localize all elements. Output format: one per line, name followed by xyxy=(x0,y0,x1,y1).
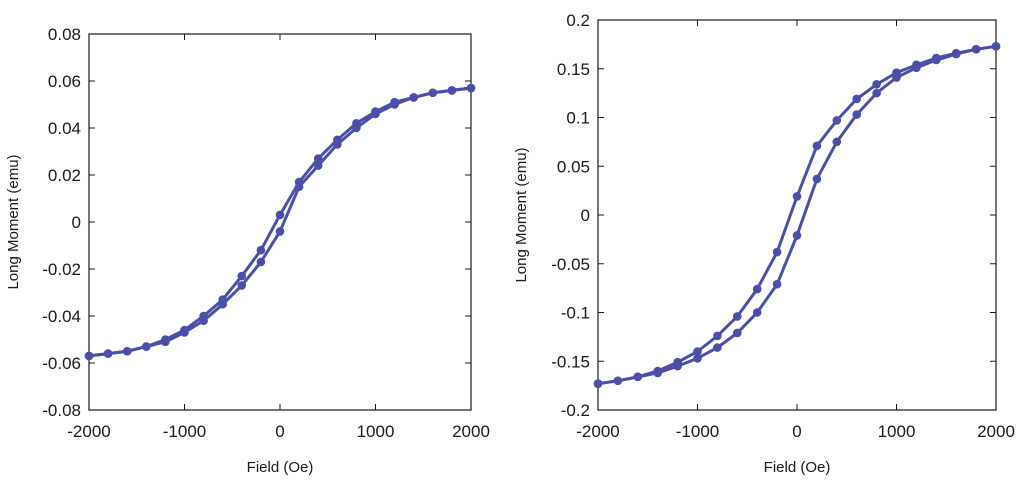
right-data-point xyxy=(633,372,643,382)
left-data-point xyxy=(275,210,285,220)
right-x-tick-label: 0 xyxy=(792,422,801,441)
right-data-point xyxy=(613,376,623,386)
right-data-point xyxy=(971,44,981,54)
left-data-point xyxy=(84,351,94,361)
right-data-point xyxy=(892,73,901,82)
right-data-point xyxy=(812,141,822,151)
right-y-tick-label: 0.15 xyxy=(557,60,590,79)
right-data-point xyxy=(852,110,861,119)
right-data-point xyxy=(693,347,702,356)
right-y-tick-label: 0.1 xyxy=(566,109,590,128)
left-plot-frame xyxy=(88,33,472,411)
left-data-point xyxy=(390,100,399,109)
left-data-point xyxy=(122,346,132,356)
left-data-point xyxy=(275,227,285,236)
right-plot-frame xyxy=(597,19,997,411)
left-x-axis-label: Field (Oe) xyxy=(247,459,314,476)
left-data-point xyxy=(294,182,304,192)
right-data-point xyxy=(832,137,842,147)
right-data-point xyxy=(792,231,802,240)
right-data-point xyxy=(832,116,842,125)
left-data-point xyxy=(256,257,266,267)
left-series-line-1 xyxy=(87,86,473,358)
right-series-line-0 xyxy=(596,44,998,386)
left-data-point xyxy=(333,140,342,149)
right-data-point xyxy=(752,284,762,294)
right-data-point xyxy=(752,308,762,317)
left-y-tick-label: 0.08 xyxy=(48,25,81,44)
right-data-point xyxy=(653,368,662,378)
left-data-point xyxy=(199,316,208,326)
left-y-axis-label: Long Moment (emu) xyxy=(5,154,22,289)
left-y-tick-label: -0.06 xyxy=(42,354,81,373)
left-data-point xyxy=(142,342,151,351)
left-data-point xyxy=(313,154,323,163)
left-x-tick-label: 0 xyxy=(275,422,284,441)
left-data-point xyxy=(409,93,419,102)
left-data-point xyxy=(161,337,170,347)
left-data-point xyxy=(237,271,247,281)
right-data-point xyxy=(792,192,802,201)
right-y-tick-label: -0.15 xyxy=(551,352,590,371)
left-data-point xyxy=(237,281,247,290)
left-y-tick-label: 0.06 xyxy=(48,72,81,91)
left-data-point xyxy=(371,109,380,119)
right-data-point xyxy=(812,174,822,184)
right-y-axis-label: Long Moment (emu) xyxy=(513,147,530,282)
right-data-point xyxy=(733,312,742,321)
right-data-point xyxy=(932,55,941,65)
right-series-line-1 xyxy=(596,44,998,386)
left-chart: -0.08 -0.06 -0.04 -0.02 0 0.02 0.04 0.06 0.08 -20… xyxy=(5,25,490,476)
left-y-tick-label: 0.02 xyxy=(48,166,81,185)
left-y-tick-label: -0.02 xyxy=(42,260,81,279)
left-data-point xyxy=(428,88,438,98)
right-data-point xyxy=(713,331,722,341)
right-data-point xyxy=(713,343,722,352)
right-data-point xyxy=(951,49,961,59)
left-x-tick-label: -1000 xyxy=(163,422,206,441)
right-data-point xyxy=(872,80,881,89)
right-data-point xyxy=(673,361,682,371)
left-y-tick-label: 0.04 xyxy=(48,119,81,138)
right-data-point xyxy=(772,247,782,257)
right-x-tick-label: 1000 xyxy=(878,422,916,441)
left-data-point xyxy=(313,161,323,170)
right-y-tick-label: 0.05 xyxy=(557,157,590,176)
left-data-point xyxy=(256,245,266,255)
right-data-point xyxy=(733,328,742,338)
right-data-point xyxy=(852,94,861,104)
right-data-point xyxy=(593,379,603,388)
left-y-tick-label: -0.08 xyxy=(42,401,81,420)
left-data-point xyxy=(218,299,227,309)
right-x-tick-label: -1000 xyxy=(676,422,719,441)
left-data-point xyxy=(352,123,361,133)
right-x-axis-label: Field (Oe) xyxy=(764,459,831,476)
right-y-tick-label: -0.2 xyxy=(561,401,590,420)
left-x-tick-label: 2000 xyxy=(452,422,490,441)
right-y-tick-label: -0.1 xyxy=(561,304,590,323)
left-data-point xyxy=(447,86,457,95)
right-y-tick-label: 0 xyxy=(581,206,590,225)
right-y-tick-label: -0.05 xyxy=(551,255,590,274)
right-x-tick-label: -2000 xyxy=(576,422,619,441)
right-y-tick-label: 0.2 xyxy=(566,11,590,30)
right-data-point xyxy=(991,42,1001,51)
right-data-point xyxy=(872,88,881,98)
left-series-line-0 xyxy=(87,86,473,358)
left-y-tick-label: -0.04 xyxy=(42,307,81,326)
left-x-tick-label: -2000 xyxy=(67,422,110,441)
right-data-point xyxy=(912,63,921,73)
right-x-tick-label: 2000 xyxy=(977,422,1015,441)
left-data-point xyxy=(466,83,476,93)
right-data-point xyxy=(772,279,782,289)
right-chart: -0.2 -0.15 -0.1 -0.05 0 0.05 0.1 0.15 0.2 -2000 -1… xyxy=(513,11,1015,476)
left-data-point xyxy=(180,328,189,337)
right-data-point xyxy=(693,354,702,363)
left-x-tick-label: 1000 xyxy=(357,422,395,441)
left-y-tick-label: 0 xyxy=(72,213,81,232)
left-data-point xyxy=(103,349,113,358)
